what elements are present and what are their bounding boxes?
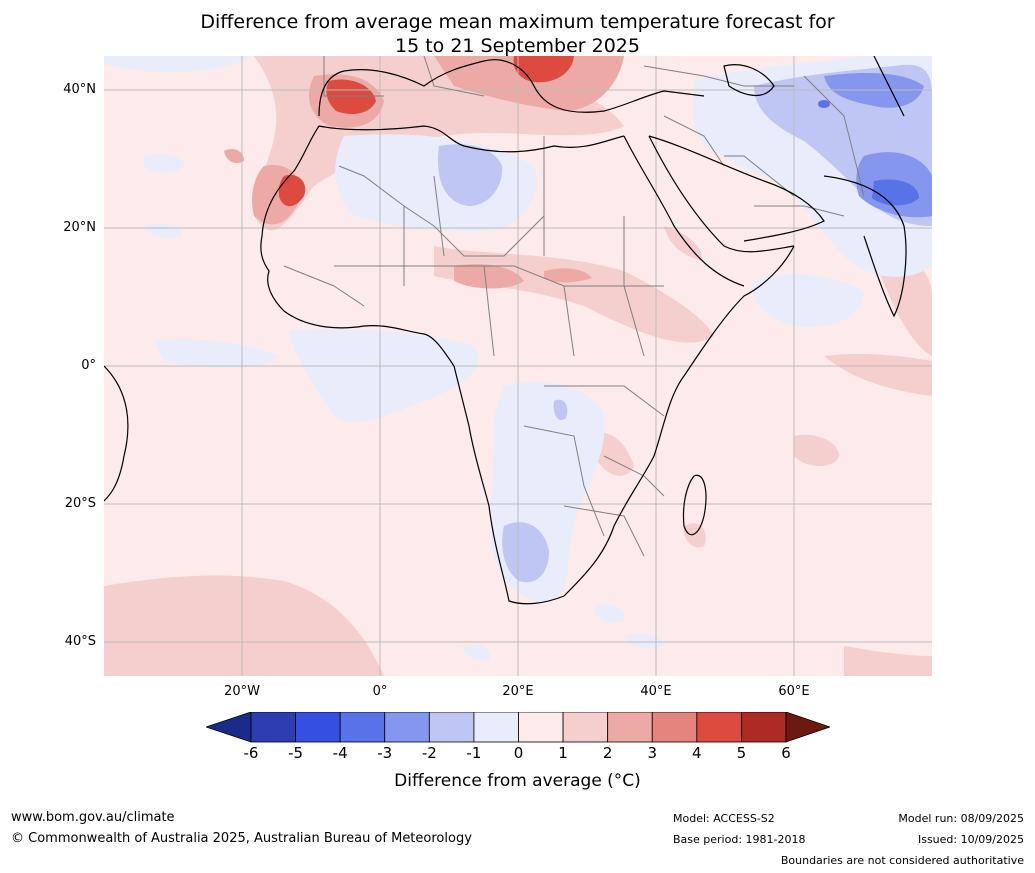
footer-website: www.bom.gov.au/climate (11, 810, 175, 825)
colorbar-cell (651, 712, 698, 743)
graticule (104, 56, 932, 676)
colorbar-tick-label: -6 (243, 744, 259, 762)
colorbar-tick-label: -1 (466, 744, 482, 762)
colorbar (206, 712, 830, 743)
colorbar-cell (295, 712, 341, 743)
footer-base-period: Base period: 1981-2018 (673, 833, 806, 846)
lat-label-20n: 20°N (63, 220, 96, 235)
colorbar-tick-label: 5 (736, 744, 747, 762)
colorbar-tick-label: -2 (421, 744, 437, 762)
colorbar-cell (741, 712, 787, 743)
lat-label-40s: 40°S (64, 634, 96, 649)
colorbar-cell (473, 712, 519, 743)
colorbar-cell (518, 712, 564, 743)
footer-model-run: Model run: 08/09/2025 (898, 812, 1024, 825)
colorbar-cell (607, 712, 653, 743)
title-line-2: 15 to 21 September 2025 (395, 35, 640, 57)
colorbar-tick-label: -3 (377, 744, 393, 762)
title-line-1: Difference from average mean maximum tem… (200, 11, 835, 33)
colorbar-arrow-high (785, 712, 830, 743)
colorbar-tick-label: -4 (332, 744, 348, 762)
colorbar-cell (250, 712, 296, 743)
footer-issued: Issued: 10/09/2025 (917, 833, 1024, 846)
colorbar-tick-label: 2 (602, 744, 613, 762)
lon-label-20w: 20°W (224, 684, 260, 699)
colorbar-arrow-low (206, 712, 252, 743)
footer-copyright: © Commonwealth of Australia 2025, Austra… (11, 831, 472, 846)
colorbar-label: Difference from average (°C) (394, 771, 641, 791)
country-boundaries (283, 56, 865, 557)
colorbar-cell (339, 712, 386, 743)
coastlines (104, 56, 907, 605)
colorbar-tick-label: 6 (781, 744, 791, 762)
lat-label-40n: 40°N (63, 82, 96, 97)
colorbar-tick-label: 3 (647, 744, 658, 762)
lon-label-60e: 60°E (778, 684, 810, 699)
colorbar-tick-label: -5 (288, 744, 304, 762)
colorbar-cell (428, 712, 475, 743)
forecast-map (104, 56, 932, 676)
lon-label-0: 0° (372, 684, 388, 699)
map-svg (104, 56, 932, 676)
lat-label-equator: 0° (81, 358, 96, 373)
colorbar-cell (696, 712, 742, 743)
colorbar-tick-label: 4 (692, 744, 702, 762)
map-title: Difference from average mean maximum tem… (0, 10, 1035, 58)
colorbar-cell (562, 712, 609, 743)
colorbar-tick-label: 1 (558, 744, 568, 762)
colorbar-tick-label: 0 (513, 744, 524, 762)
colorbar-cells (250, 712, 787, 743)
lon-label-20e: 20°E (502, 684, 534, 699)
lon-label-40e: 40°E (640, 684, 672, 699)
colorbar-cell (384, 712, 430, 743)
footer-model: Model: ACCESS-S2 (673, 812, 775, 825)
footer-disclaimer: Boundaries are not considered authoritat… (780, 854, 1024, 867)
lat-label-20s: 20°S (64, 496, 96, 511)
